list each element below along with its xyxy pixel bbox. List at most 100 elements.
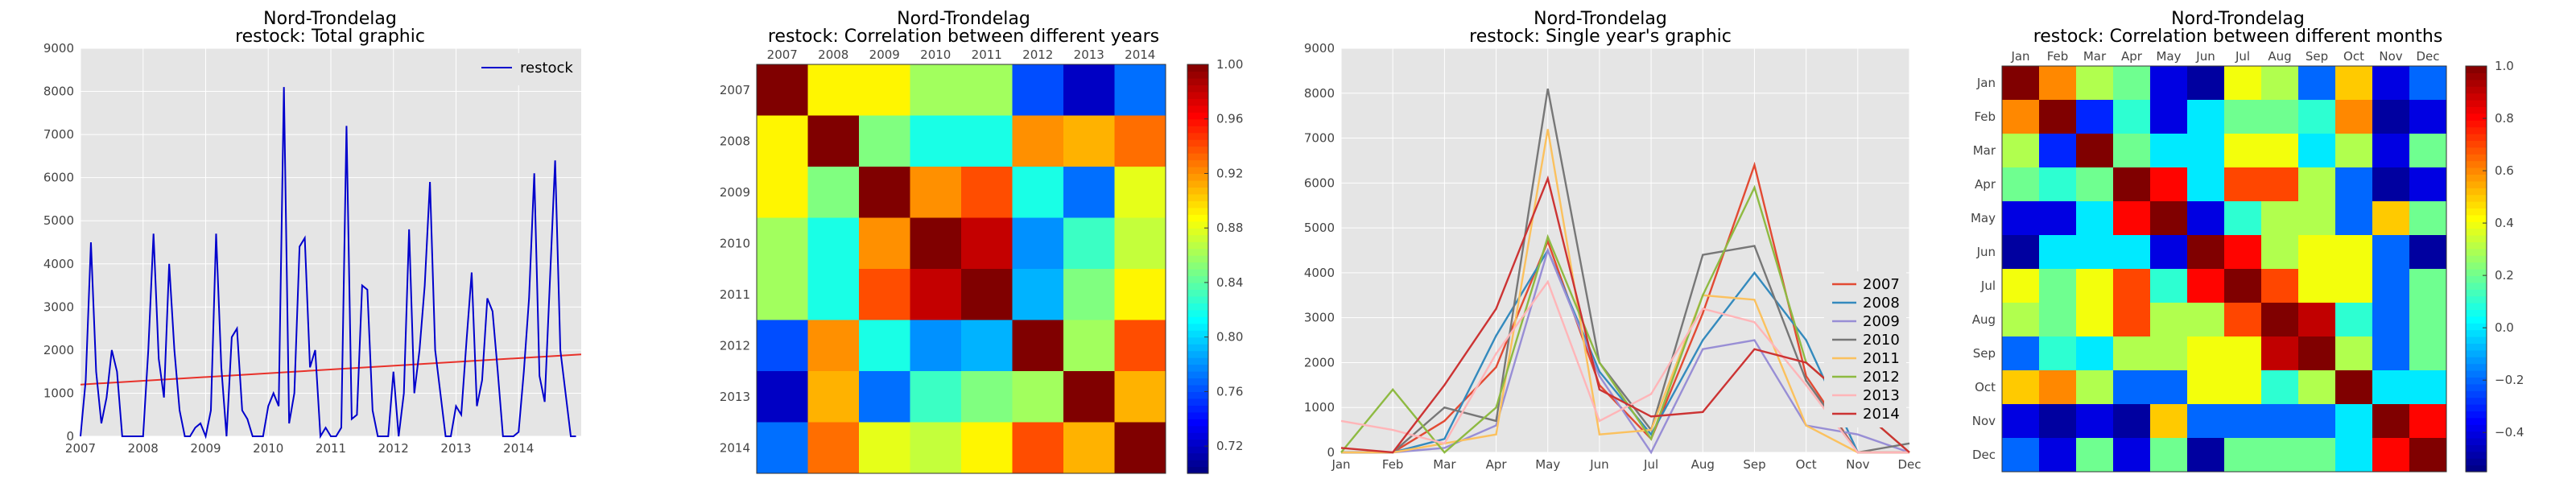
single-year-y-ticks: 0 1000 2000 3000 4000 5000 6000 7000 8000 9000 (1304, 41, 1335, 460)
colorbar-segment (2466, 160, 2487, 168)
heatmap-cell (2409, 100, 2447, 134)
heatmap-cell (2261, 134, 2299, 168)
heatmap-cell (1063, 371, 1115, 423)
heatmap-cell (2335, 235, 2373, 270)
heatmap-cell (807, 422, 860, 474)
month-heatmap-colorbar: −0.4 −0.2 0.0 0.2 0.4 0.6 0.8 1.0 (2465, 59, 2524, 473)
heatmap-cell (2372, 269, 2410, 303)
colorbar-segment (2466, 458, 2487, 466)
month-heatmap-y-labels: Jan Feb Mar Apr May Jun Jul Aug Sep Oct Nov Dec (1971, 76, 1996, 462)
y-tick-label: 4000 (43, 257, 74, 271)
heatmap-cell (2224, 235, 2262, 270)
heatmap-y-label: Nov (1972, 414, 1996, 428)
heatmap-cell (859, 217, 910, 270)
colorbar-segment (2466, 336, 2487, 344)
heatmap-cell (2113, 201, 2151, 236)
heatmap-cell (859, 64, 910, 116)
colorbar-tick-label: 1.0 (2495, 59, 2514, 73)
heatmap-y-label: Jan (1976, 76, 1996, 90)
month-heatmap-title: Nord-Trondelag (2171, 9, 2305, 29)
colorbar-segment (2466, 309, 2487, 317)
colorbar-segment (2466, 275, 2487, 283)
legend-label-2013: 2013 (1863, 387, 1900, 404)
colorbar-segment (1187, 262, 1208, 270)
heatmap-cell (2335, 438, 2373, 473)
colorbar-segment (1187, 159, 1208, 167)
heatmap-cell (2113, 336, 2151, 371)
x-tick-label: Apr (1486, 457, 1508, 472)
colorbar-segment (1187, 330, 1208, 338)
heatmap-y-label: Jul (1980, 279, 1996, 293)
heatmap-cell (807, 115, 860, 167)
colorbar-tick-label: −0.4 (2495, 425, 2524, 440)
heatmap-y-label: Oct (1975, 380, 1996, 394)
colorbar-segment (1187, 452, 1208, 460)
single-year-x-ticks: Jan Feb Mar Apr May Jun Jul Aug Sep Oct Nov Dec (1331, 457, 1921, 472)
colorbar-segment (1187, 193, 1208, 201)
heatmap-cell (2002, 404, 2040, 439)
heatmap-cell (2261, 167, 2299, 202)
heatmap-x-label: Jul (2235, 49, 2250, 64)
heatmap-cell (2076, 66, 2114, 101)
colorbar-tick-label: 0.88 (1216, 221, 1243, 235)
heatmap-x-label: 2008 (818, 47, 848, 62)
heatmap-cell (2039, 66, 2077, 101)
heatmap-cell (859, 269, 910, 320)
heatmap-cell (807, 371, 860, 423)
colorbar-segment (1187, 371, 1208, 379)
heatmap-cell (2187, 201, 2225, 236)
colorbar-segment (2466, 269, 2487, 276)
heatmap-cell (910, 371, 962, 423)
heatmap-cell (1012, 217, 1064, 270)
colorbar-segment (2466, 411, 2487, 419)
colorbar-segment (2466, 167, 2487, 175)
heatmap-cell (2002, 167, 2040, 202)
heatmap-cell (2409, 167, 2447, 202)
heatmap-y-label: Aug (1972, 312, 1996, 327)
heatmap-cell (2150, 235, 2188, 270)
colorbar-segment (1187, 289, 1208, 297)
heatmap-cell (2298, 134, 2336, 168)
heatmap-cell (859, 371, 910, 423)
heatmap-cell (2409, 404, 2447, 439)
heatmap-cell (807, 320, 860, 372)
colorbar-segment (1187, 275, 1208, 283)
heatmap-x-label: 2011 (972, 47, 1002, 62)
heatmap-cell (2113, 303, 2151, 337)
x-tick-label: 2008 (128, 441, 159, 456)
colorbar-segment (2466, 66, 2487, 73)
heatmap-cell (2335, 303, 2373, 337)
year-correlation-heatmap: Nord-Trondelag restock: Correlation betw… (720, 9, 1243, 474)
colorbar-segment (1187, 98, 1208, 106)
colorbar-segment (2466, 214, 2487, 222)
heatmap-cell (2113, 235, 2151, 270)
series-line-2011 (1341, 129, 1909, 454)
legend-box (1824, 271, 1906, 427)
colorbar-segment (2466, 194, 2487, 202)
heatmap-cell (2187, 336, 2225, 371)
legend-label-restock: restock (520, 60, 573, 76)
heatmap-cell (1063, 422, 1115, 474)
colorbar-segment (2466, 424, 2487, 432)
heatmap-cell (910, 217, 962, 270)
colorbar-segment (1187, 357, 1208, 365)
heatmap-cell (2298, 336, 2336, 371)
colorbar-tick-label: −0.2 (2495, 373, 2524, 387)
heatmap-cell (2187, 167, 2225, 202)
heatmap-cell (2372, 370, 2410, 405)
x-tick-label: 2012 (378, 441, 409, 456)
heatmap-cell (2372, 235, 2410, 270)
heatmap-cell (2039, 235, 2077, 270)
colorbar-segment (1187, 64, 1208, 72)
heatmap-cell (757, 115, 808, 167)
colorbar-segment (2466, 235, 2487, 242)
colorbar-segment (2466, 383, 2487, 391)
heatmap-cell (1063, 269, 1115, 320)
heatmap-cell (757, 422, 808, 474)
single-year-plot-area (1341, 48, 1909, 452)
heatmap-cell (1114, 320, 1166, 372)
heatmap-cell (2224, 370, 2262, 405)
y-tick-label: 6000 (43, 171, 74, 185)
heatmap-cell (2298, 201, 2336, 236)
